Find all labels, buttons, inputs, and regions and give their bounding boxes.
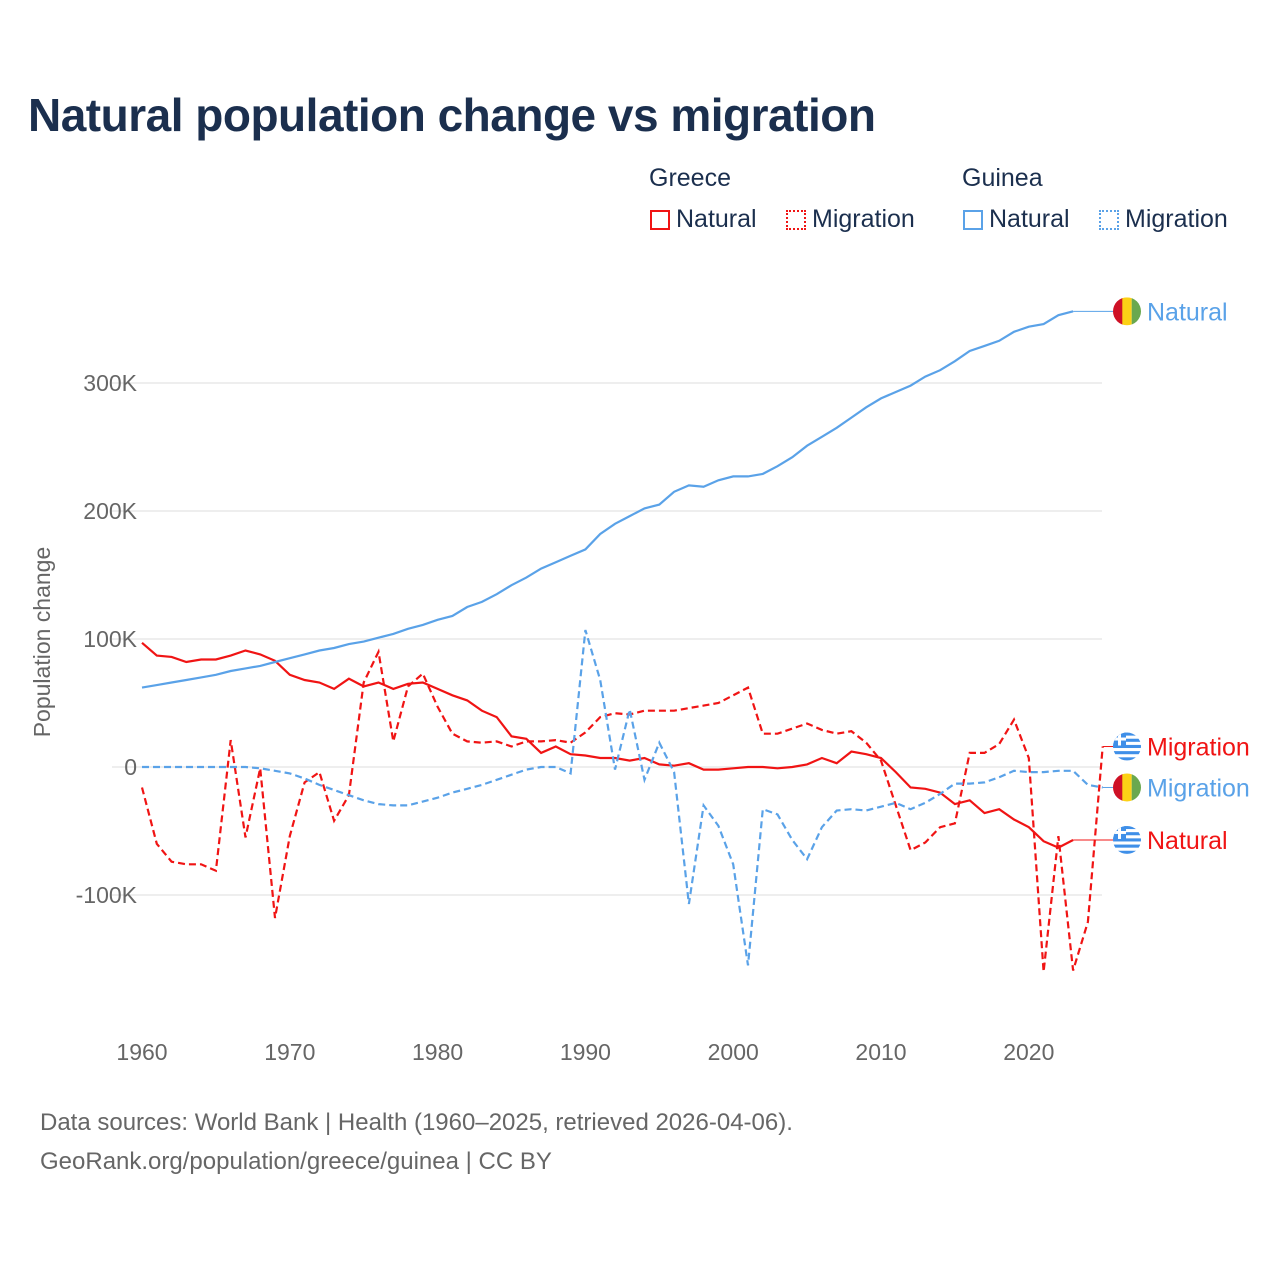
- legend-label: Natural: [989, 205, 1070, 233]
- footer-attribution[interactable]: GeoRank.org/population/greece/guinea | C…: [40, 1148, 552, 1175]
- legend-guinea-migration[interactable]: Migration: [1099, 205, 1228, 234]
- x-tick-label: 1980: [412, 1039, 463, 1065]
- x-tick-label: 1970: [264, 1039, 315, 1065]
- end-label: Migration: [1147, 734, 1250, 762]
- legend-guinea-natural[interactable]: Natural: [963, 205, 1070, 234]
- y-tick-label: 200K: [83, 498, 137, 524]
- legend-label: Migration: [1125, 205, 1228, 233]
- legend-group-guinea: Guinea: [962, 164, 1043, 192]
- legend-swatch-solid-icon: [963, 209, 983, 230]
- guinea-natural-line: [141, 310, 1074, 689]
- y-axis-label: Population change: [29, 547, 55, 738]
- end-label: Natural: [1147, 827, 1228, 855]
- legend-label: Migration: [812, 205, 915, 233]
- greece-natural-line: [141, 641, 1074, 849]
- legend-swatch-dotted-icon: [1099, 209, 1119, 230]
- guinea-flag-icon: [1113, 773, 1141, 802]
- x-tick-label: 2010: [855, 1039, 906, 1065]
- chart-title: Natural population change vs migration: [28, 89, 876, 141]
- x-tick-label: 1960: [116, 1039, 167, 1065]
- y-tick-label: 300K: [83, 370, 137, 396]
- y-tick-label: -100K: [76, 882, 138, 908]
- legend-greece-migration[interactable]: Migration: [786, 205, 915, 234]
- y-tick-label: 0: [124, 754, 137, 780]
- legend-label: Natural: [676, 205, 757, 233]
- x-tick-label: 2000: [708, 1039, 759, 1065]
- end-label: Natural: [1147, 298, 1228, 326]
- legend-greece-natural[interactable]: Natural: [650, 205, 757, 234]
- guinea-flag-icon: [1113, 297, 1141, 326]
- y-tick-label: 100K: [83, 626, 137, 652]
- x-tick-label: 1990: [560, 1039, 611, 1065]
- legend-swatch-solid-icon: [650, 209, 670, 230]
- end-label: Migration: [1147, 774, 1250, 802]
- greece-flag-icon: [1113, 732, 1141, 761]
- footer-sources: Data sources: World Bank | Health (1960–…: [40, 1109, 793, 1136]
- greece-flag-icon: [1113, 825, 1141, 854]
- greece-migration-line: [140, 648, 1104, 972]
- legend-group-greece: Greece: [649, 164, 731, 192]
- legend-swatch-dotted-icon: [786, 209, 806, 230]
- guinea-migration-line: [142, 629, 1103, 966]
- x-tick-label: 2020: [1003, 1039, 1054, 1065]
